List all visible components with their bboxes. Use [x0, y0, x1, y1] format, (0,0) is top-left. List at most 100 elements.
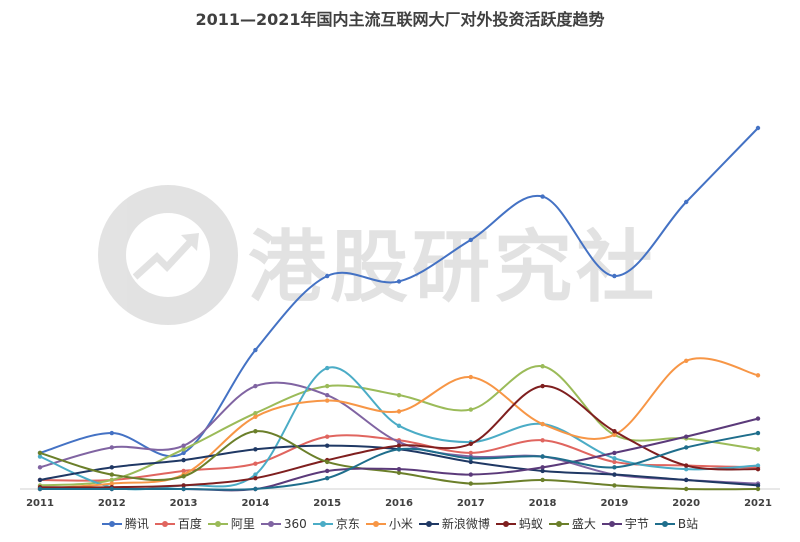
legend-swatch: [495, 520, 516, 527]
data-point: [325, 443, 330, 448]
x-tick-label: 2018: [529, 498, 557, 509]
data-point: [325, 459, 330, 465]
data-point: [253, 383, 258, 389]
data-point: [325, 273, 330, 279]
chart-title: 2011—2021年国内主流互联网大厂对外投资活跃度趋势: [195, 10, 605, 29]
data-point: [755, 373, 761, 378]
data-point: [540, 465, 545, 470]
data-point: [755, 430, 761, 436]
data-point: [755, 466, 761, 472]
x-tick-label: 2014: [241, 498, 269, 509]
data-point: [396, 447, 402, 452]
legend-swatch: [365, 520, 386, 527]
data-point: [612, 429, 617, 434]
x-axis: 2011 2012 2013 2014 2015 2016 2017 2018 2019 2020…: [20, 488, 780, 509]
legend-item: 新浪微博: [418, 515, 490, 532]
data-point: [109, 465, 115, 470]
data-point: [396, 466, 402, 472]
legend-swatch: [654, 520, 675, 527]
x-tick-label: 2012: [98, 498, 126, 509]
data-point: [396, 423, 402, 429]
series-盛大: [37, 429, 761, 492]
legend-item: 小米: [365, 515, 413, 532]
x-tick-label: 2011: [26, 498, 54, 509]
x-tick-label: 2021: [744, 498, 772, 509]
data-point: [540, 364, 545, 369]
legend-label: 百度: [177, 517, 202, 531]
legend-swatch: [312, 520, 333, 527]
data-point: [325, 392, 330, 398]
data-point: [253, 414, 258, 419]
legend-label: 盛大: [571, 517, 596, 531]
data-point: [396, 443, 402, 448]
data-point: [755, 125, 761, 131]
legend-item: 百度: [154, 515, 202, 532]
data-point: [181, 443, 186, 448]
data-point: [468, 374, 473, 380]
x-tick-label: 2013: [170, 498, 198, 509]
data-point: [468, 456, 473, 461]
data-point: [253, 429, 258, 434]
data-point: [684, 477, 689, 483]
data-point: [181, 486, 186, 492]
series-腾讯: [37, 125, 761, 458]
data-point: [468, 459, 473, 465]
series-line: [39, 127, 759, 458]
data-point: [396, 392, 402, 398]
legend-swatch: [260, 520, 281, 527]
legend-swatch: [601, 520, 622, 527]
data-point: [109, 486, 115, 492]
data-point: [684, 486, 689, 492]
legend-item: 蚂蚁: [495, 515, 543, 532]
legend-swatch: [101, 520, 122, 527]
data-point: [684, 199, 689, 205]
data-point: [253, 472, 258, 477]
x-tick-label: 2015: [313, 498, 341, 509]
data-point: [612, 450, 617, 456]
data-point: [37, 465, 43, 470]
data-point: [684, 466, 689, 472]
data-point: [325, 398, 330, 403]
legend-item: 腾讯: [101, 515, 149, 532]
data-point: [181, 447, 186, 452]
data-point: [109, 472, 115, 477]
data-point: [684, 445, 689, 450]
legend-item: 京东: [312, 515, 360, 532]
legend-label: 宇节: [624, 517, 649, 531]
data-point: [468, 237, 473, 243]
data-point: [468, 407, 473, 412]
data-point: [109, 477, 115, 483]
legend-item: 360: [260, 517, 307, 531]
data-point: [325, 434, 330, 439]
data-point: [612, 472, 617, 477]
legend-item: 宇节: [601, 515, 649, 532]
data-point: [684, 358, 689, 364]
data-point: [253, 447, 258, 452]
x-tick-label: 2016: [385, 498, 413, 509]
series-layer: [37, 125, 761, 492]
data-point: [755, 486, 761, 492]
data-point: [325, 468, 330, 474]
data-point: [540, 194, 545, 199]
data-point: [755, 416, 761, 421]
data-point: [37, 450, 43, 456]
data-point: [253, 486, 258, 492]
data-point: [181, 483, 186, 488]
data-point: [684, 434, 689, 439]
legend-label: 腾讯: [124, 517, 149, 531]
data-point: [540, 454, 545, 459]
data-point: [468, 472, 473, 477]
data-point: [468, 450, 473, 456]
data-point: [109, 430, 115, 436]
data-point: [181, 450, 186, 456]
data-point: [325, 365, 330, 371]
data-point: [181, 468, 186, 474]
legend-swatch: [418, 520, 439, 527]
data-point: [612, 483, 617, 488]
data-point: [396, 470, 402, 475]
data-point: [540, 383, 545, 389]
data-point: [396, 409, 402, 414]
data-point: [612, 465, 617, 470]
legend-item: B站: [654, 515, 698, 532]
line-chart: 2011 2012 2013 2014 2015 2016 2017 2018 2019 2020…: [20, 125, 780, 509]
